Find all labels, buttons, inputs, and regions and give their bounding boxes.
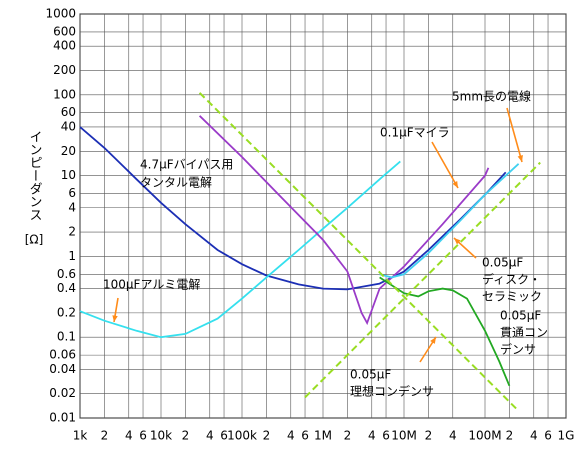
- x-tick-label: 6: [544, 429, 552, 443]
- x-tick-label: 4: [287, 429, 295, 443]
- annotation-arrowhead: [112, 315, 118, 322]
- x-tick-label: 100M: [468, 429, 501, 443]
- y-tick-label: 6: [68, 186, 76, 200]
- series-line: [79, 160, 401, 339]
- y-tick-label: 1: [68, 249, 76, 263]
- series-line: [198, 92, 518, 411]
- x-tick-label: 6: [382, 429, 390, 443]
- y-tick-label: 0.6: [57, 267, 76, 281]
- x-tick-label: 4: [530, 429, 538, 443]
- curve-label: デンサ: [500, 342, 536, 357]
- y-tick-label: 20: [61, 144, 76, 158]
- x-tick-label: 1M: [314, 429, 332, 443]
- curve-label: ディスク・: [482, 272, 541, 287]
- x-tick-label: 6: [220, 429, 228, 443]
- x-tick-label: 2: [182, 429, 190, 443]
- series-line: [379, 163, 520, 279]
- y-tick-label: 0.4: [57, 281, 76, 295]
- x-tick-label: 2: [506, 429, 514, 443]
- curve-label: 貫通コン: [500, 326, 548, 340]
- series-line: [79, 126, 507, 291]
- curve-label: タンタル電解: [140, 176, 212, 190]
- annotation-arrowhead: [517, 155, 523, 162]
- y-tick-label: 2: [68, 225, 76, 239]
- y-tick-label: 40: [61, 119, 76, 133]
- y-tick-label: 0.04: [49, 362, 76, 376]
- y-axis-label: インピーダンス: [27, 130, 42, 221]
- series-line: [379, 276, 511, 387]
- y-tick-label: 0.01: [49, 411, 76, 425]
- curve-label: 5mm長の電線: [452, 89, 531, 104]
- x-tick-label: 6: [301, 429, 309, 443]
- y-tick-label: 100: [53, 87, 76, 101]
- x-tick-label: 10M: [391, 429, 417, 443]
- x-tick-label: 2: [344, 429, 352, 443]
- y-tick-label: 0.1: [57, 330, 76, 344]
- annotation-arrowhead: [454, 238, 461, 245]
- series-line: [198, 115, 490, 326]
- annotation-arrow: [431, 141, 459, 189]
- x-tick-label: 10k: [150, 429, 172, 443]
- annotation-arrow: [506, 107, 523, 163]
- y-axis-unit: [Ω]: [25, 233, 44, 247]
- curve-label: 0.05μF: [350, 368, 391, 382]
- y-tick-label: 4: [68, 200, 76, 214]
- y-tick-label: 0.2: [57, 305, 76, 319]
- y-tick-label: 1000: [45, 7, 76, 21]
- y-tick-label: 0.06: [49, 348, 76, 362]
- x-tick-label: 2: [263, 429, 271, 443]
- x-tick-label: 1G: [558, 429, 575, 443]
- x-tick-label: 1k: [73, 429, 88, 443]
- annotation-arrowhead: [430, 337, 436, 344]
- x-tick-label: 4: [368, 429, 376, 443]
- x-tick-label: 2: [101, 429, 109, 443]
- y-tick-label: 400: [53, 39, 76, 53]
- curve-label: 100μFアルミ電解: [103, 278, 200, 292]
- curve-label: 0.05μF: [500, 309, 541, 323]
- x-tick-label: 4: [125, 429, 133, 443]
- y-tick-label: 10: [61, 168, 76, 182]
- curve-label: セラミック: [482, 290, 542, 304]
- y-tick-label: 600: [53, 24, 76, 38]
- y-tick-label: 200: [53, 63, 76, 77]
- series-line: [304, 161, 541, 399]
- x-tick-label: 4: [449, 429, 457, 443]
- y-tick-label: 60: [61, 105, 76, 119]
- curve-label: 0.05μF: [482, 256, 523, 270]
- x-tick-label: 6: [139, 429, 147, 443]
- curve-label: 理想コンデンサ: [350, 384, 434, 399]
- x-tick-label: 2: [425, 429, 433, 443]
- annotation-arrowhead: [452, 181, 458, 188]
- curve-label: 4.7μFバイパス用: [140, 158, 233, 172]
- curve-label: 0.1μFマイラ: [380, 126, 450, 140]
- y-tick-label: 0.02: [49, 386, 76, 400]
- x-tick-label: 4: [206, 429, 214, 443]
- x-tick-label: 100k: [227, 429, 257, 443]
